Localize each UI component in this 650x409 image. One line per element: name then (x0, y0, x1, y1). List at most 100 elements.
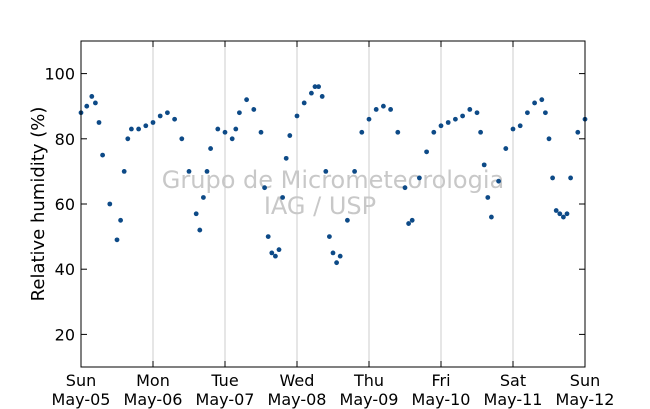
data-point (334, 260, 339, 266)
data-point (402, 185, 408, 191)
data-point (84, 103, 90, 109)
data-point (568, 175, 573, 181)
data-point (550, 175, 555, 181)
data-point (222, 129, 228, 135)
x-tick-label-date: May-09 (340, 390, 399, 409)
x-tick-label-date: May-08 (268, 390, 327, 409)
data-point (539, 97, 545, 103)
data-point (388, 107, 393, 112)
grid-lines (152, 41, 514, 367)
data-point (503, 146, 509, 151)
data-point (431, 129, 437, 135)
data-point (366, 116, 372, 122)
x-tick-label-date: May-05 (52, 390, 111, 409)
data-point (489, 214, 494, 220)
data-point (381, 103, 386, 109)
data-point (485, 195, 491, 200)
data-point (208, 146, 214, 151)
data-point (294, 113, 300, 119)
data-point (93, 100, 98, 106)
data-point (265, 234, 271, 240)
data-point (438, 123, 444, 129)
data-point (546, 136, 552, 142)
data-point (409, 217, 415, 223)
data-point (561, 214, 566, 220)
x-tick-label-date: May-10 (412, 390, 471, 409)
data-point (474, 110, 480, 116)
data-point (125, 136, 131, 142)
data-point (262, 185, 267, 191)
data-point (395, 129, 401, 135)
data-point (229, 136, 235, 142)
data-point (323, 169, 329, 174)
data-point (309, 90, 314, 96)
x-tick-label-day: Fri (431, 371, 450, 390)
data-point (359, 129, 365, 135)
data-point (301, 100, 307, 106)
y-tick-label: 60 (55, 195, 75, 214)
data-point (543, 110, 548, 116)
x-tick-label-day: Sun (570, 371, 600, 390)
data-point (478, 129, 483, 135)
data-point (269, 250, 275, 256)
y-tick-label: 40 (55, 260, 75, 279)
data-point (100, 152, 105, 158)
data-point (532, 100, 537, 106)
data-point (330, 250, 336, 256)
data-points (78, 84, 588, 266)
data-point (319, 94, 325, 99)
y-axis-title: Relative humidity (%) (28, 107, 49, 302)
x-tick-label-date: May-12 (556, 390, 615, 409)
watermark-line-1: Grupo de Micrometeorologia (162, 166, 504, 194)
data-point (129, 126, 134, 132)
y-tick-label: 100 (44, 65, 75, 84)
data-point (417, 175, 422, 181)
data-point (460, 113, 465, 119)
x-tick-label-day: Sat (500, 371, 526, 390)
y-tick-label: 20 (55, 325, 75, 344)
data-point (424, 149, 429, 155)
data-point (316, 84, 321, 90)
data-point (481, 162, 487, 168)
data-point (553, 208, 559, 213)
data-point (345, 217, 350, 223)
data-point (273, 253, 278, 259)
data-point (118, 217, 123, 223)
y-tick-label: 80 (55, 130, 75, 149)
data-point (197, 227, 203, 233)
data-point (244, 97, 250, 103)
data-point (557, 211, 563, 217)
x-tick-label-day: Thu (353, 371, 384, 390)
x-tick-label-day: Mon (136, 371, 170, 390)
data-point (453, 116, 458, 122)
data-point (258, 129, 264, 135)
data-point (445, 120, 451, 125)
x-tick-label-date: May-11 (484, 390, 543, 409)
data-point (107, 201, 113, 207)
data-point (96, 120, 102, 125)
data-point (312, 84, 318, 90)
x-tick-label-date: May-06 (124, 390, 183, 409)
x-tick-label-date: May-07 (196, 390, 255, 409)
data-point (352, 169, 357, 174)
data-point (283, 155, 289, 161)
data-point (201, 195, 206, 200)
data-point (575, 129, 581, 135)
data-point (337, 253, 343, 259)
data-point (467, 107, 473, 112)
x-tick-label-day: Tue (210, 371, 238, 390)
data-point (564, 211, 570, 217)
data-point (215, 126, 221, 132)
data-point (136, 126, 142, 132)
data-point (172, 116, 178, 122)
data-point (179, 136, 185, 142)
x-axis: SunMay-05MonMay-06TueMay-07WedMay-08ThuM… (52, 41, 615, 409)
data-point (114, 237, 120, 243)
watermark: Grupo de Micrometeorologia IAG / USP (162, 166, 504, 220)
data-point (193, 211, 199, 217)
data-point (237, 110, 242, 116)
data-point (373, 107, 379, 112)
data-point (121, 169, 127, 174)
data-point (525, 110, 530, 116)
